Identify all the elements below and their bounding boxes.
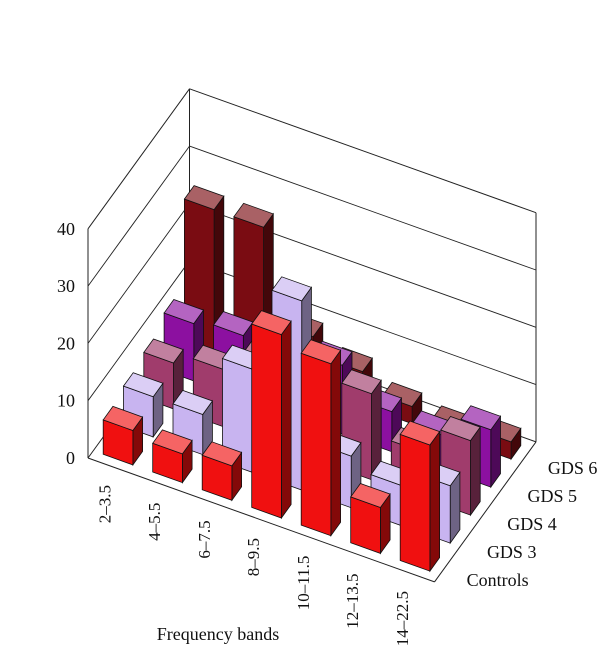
bar-side-face xyxy=(429,430,441,573)
bar-front-face xyxy=(300,352,332,537)
bar-top-face xyxy=(122,372,164,398)
bar-top-face xyxy=(143,338,184,364)
series-label: GDS 4 xyxy=(507,514,557,534)
floor-front-edge xyxy=(87,457,435,583)
bar-top-face xyxy=(350,483,391,508)
bar-top-face xyxy=(233,202,274,228)
z-tick-label: 30 xyxy=(57,276,75,296)
x-axis-ticks: 2–3.5 4–5.5 6–7.5 8–9.5 10–11.5 12–13.5 14–22.… xyxy=(85,458,435,646)
left-wall-gridline xyxy=(87,203,190,344)
bar xyxy=(201,441,243,502)
bar-front-face xyxy=(251,323,282,519)
x-tick-mark xyxy=(184,493,187,502)
bar-top-face xyxy=(201,441,243,467)
bar xyxy=(251,310,292,520)
x-tick-label: 14–22.5 xyxy=(393,591,412,646)
bar-top-face xyxy=(251,310,292,336)
z-tick-label: 0 xyxy=(66,448,75,468)
bar-top-face xyxy=(102,405,144,431)
bar-top-face xyxy=(440,416,481,442)
x-tick-mark xyxy=(135,476,138,485)
bar-side-face xyxy=(280,319,292,520)
x-tick-label: 4–5.5 xyxy=(145,503,164,541)
series-axis-labels: Controls GDS 3 GDS 4 GDS 5 GDS 6 xyxy=(435,442,598,590)
back-wall-gridline xyxy=(189,145,537,271)
bar-side-face xyxy=(330,349,342,537)
x-tick-label: 12–13.5 xyxy=(343,573,362,628)
series-label: GDS 6 xyxy=(548,458,598,478)
bar-top-face xyxy=(399,420,441,446)
z-tick-label: 10 xyxy=(57,391,75,411)
x-tick-label: 2–3.5 xyxy=(96,485,115,523)
z-tick-label: 40 xyxy=(57,219,75,239)
left-wall-gridline xyxy=(87,260,190,401)
bar-top-face xyxy=(172,389,214,415)
x-axis-title: Frequency bands xyxy=(157,624,279,644)
bar xyxy=(399,420,441,573)
series-tick-mark xyxy=(516,470,525,473)
series-label: Controls xyxy=(467,570,529,590)
bars xyxy=(102,185,522,573)
x-tick-label: 10–11.5 xyxy=(294,556,313,611)
z-axis-ticks: 0 10 20 30 40 xyxy=(57,219,75,468)
series-label: GDS 5 xyxy=(528,486,578,506)
bar-top-face xyxy=(271,276,313,302)
x-tick-mark xyxy=(283,529,286,538)
series-tick-mark xyxy=(475,526,484,529)
series-label: GDS 3 xyxy=(487,542,537,562)
bar xyxy=(152,429,193,484)
x-tick-mark xyxy=(333,547,336,556)
bar xyxy=(300,339,342,537)
x-tick-label: 6–7.5 xyxy=(195,520,214,558)
back-wall-top-edge xyxy=(189,88,537,214)
series-tick-mark xyxy=(455,554,464,557)
bar xyxy=(350,483,391,555)
bar-side-face xyxy=(470,425,481,517)
x-tick-mark xyxy=(85,458,88,467)
bar xyxy=(102,405,144,467)
bar-top-face xyxy=(460,405,502,431)
x-tick-mark xyxy=(432,582,435,591)
series-tick-mark xyxy=(435,582,444,585)
bar-front-face xyxy=(399,433,431,572)
series-tick-mark xyxy=(495,498,504,501)
left-wall-top-edge xyxy=(87,88,190,230)
bar-top-face xyxy=(381,381,423,407)
floor-right-edge xyxy=(434,441,537,583)
bar-top-face xyxy=(152,429,193,455)
x-tick-mark xyxy=(234,511,237,520)
bar-top-face xyxy=(300,339,342,365)
series-tick-mark xyxy=(536,442,545,445)
x-tick-mark xyxy=(382,564,385,573)
bar-top-face xyxy=(163,299,205,325)
bar-top-face xyxy=(183,185,225,211)
x-tick-label: 8–9.5 xyxy=(244,538,263,576)
z-tick-label: 20 xyxy=(57,333,75,353)
left-wall-gridline xyxy=(87,145,190,287)
bar-top-face xyxy=(341,369,382,395)
